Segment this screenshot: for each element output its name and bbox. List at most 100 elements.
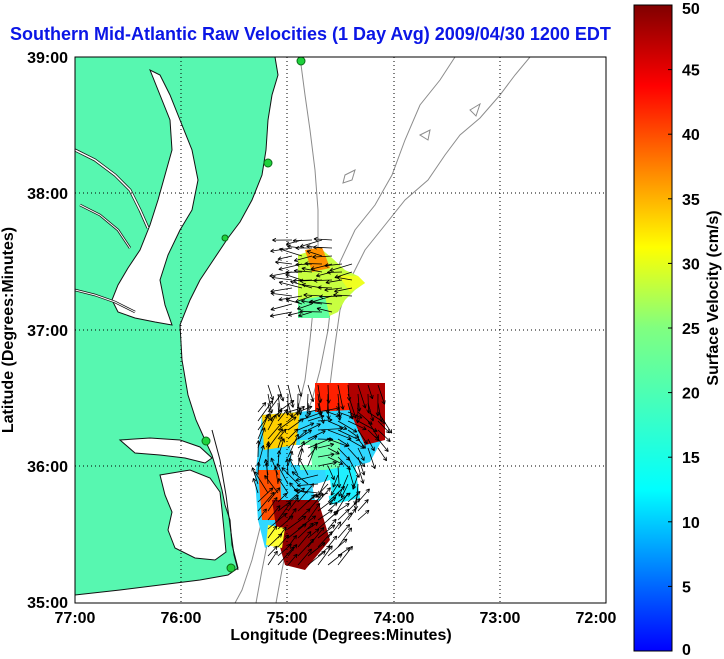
velocity-arrow [267,525,278,539]
velocity-arrow [327,521,342,539]
velocity-arrow [307,423,321,431]
y-tick-label: 38:00 [27,186,68,203]
velocity-arrow [267,423,282,440]
velocity-arrow [317,531,333,548]
velocity-arrow [317,426,344,431]
x-tick-label: 76:00 [161,610,202,627]
velocity-arrow [307,384,315,403]
velocity-arrow [288,457,299,476]
velocity-arrow [327,465,335,481]
velocity-arrow [293,488,319,494]
velocity-arrow [309,299,333,305]
colorbar-tick-label: 20 [682,386,700,403]
velocity-arrow [367,447,376,470]
velocity-arrow [357,509,370,521]
velocity-arrow [287,487,305,503]
velocity-arrow [377,438,389,452]
velocity-arrow [317,442,335,449]
velocity-arrow [275,260,293,265]
map-title: Southern Mid-Atlantic Raw Velocities (1 … [10,24,611,44]
velocity-arrow [306,250,323,257]
velocity-arrow [297,548,312,566]
velocity-arrow [357,384,367,409]
velocity-arrow [313,236,333,242]
velocity-arrow [352,474,359,490]
velocity-arrow [307,526,325,548]
colorbar-tick-label: 45 [682,63,700,80]
velocity-arrow [377,429,391,443]
y-tick-labels: 39:00 38:00 37:00 36:00 35:00 [27,50,68,612]
colorbar-tick-label: 15 [682,450,700,467]
velocity-arrow [357,429,368,445]
velocity-arrow [254,471,269,494]
pamlico-sound [159,469,227,561]
velocity-arrow [317,524,336,539]
velocity-arrow [357,499,369,512]
velocity-arrow [330,483,339,496]
velocity-arrow [277,515,294,530]
velocity-arrow [272,237,293,243]
velocity-arrow [297,508,311,521]
velocity-arrow [347,411,363,419]
velocity-arrow [357,438,366,449]
velocity-arrow [273,466,279,485]
velocity-arrow [312,254,333,260]
velocity-arrow [367,402,375,422]
velocity-arrow [297,405,313,413]
velocity-arrow [281,467,299,485]
velocity-arrow [337,438,350,447]
velocity-arrow [319,294,343,299]
y-tick-label: 35:00 [27,595,68,612]
velocity-arrow [357,411,373,425]
velocity-arrow [297,448,304,467]
velocity-arrow [327,420,348,430]
velocity-arrow [297,538,315,557]
velocity-arrow [357,447,365,461]
velocity-arrow [347,420,367,431]
velocity-arrow [307,437,332,449]
potomac-river-water [75,149,149,229]
velocity-arrow [264,475,279,494]
velocity-arrow [347,491,361,503]
albemarle-sound [118,437,213,464]
velocity-arrow [307,521,319,530]
velocity-arrow [310,263,333,271]
velocity-arrow [285,298,303,305]
velocity-arrow [327,456,344,465]
velocity-arrow [297,483,319,488]
graticule [75,57,606,603]
velocity-arrow [317,285,333,290]
velocity-arrow [298,311,313,318]
velocity-arrow [297,494,316,512]
velocity-arrow [256,461,261,476]
velocity-arrow [337,384,345,410]
velocity-arrow [327,518,337,530]
velocity-arrow [317,511,338,530]
velocity-arrow [289,482,299,494]
y-tick-label: 36:00 [27,459,68,476]
x-tick-labels: 77:00 76:00 75:00 74:00 73:00 72:00 [55,610,617,627]
velocity-arrow [337,523,351,539]
velocity-arrow [290,280,313,289]
velocity-arrow [252,477,259,494]
velocity-arrow [267,505,281,521]
velocity-arrow [287,534,297,548]
velocity-arrow [277,255,293,261]
velocity-arrow [256,440,261,458]
velocity-arrow [287,429,308,449]
velocity-arrow [340,483,349,499]
velocity-arrow [357,465,365,484]
colorbar-tick-label: 35 [682,192,700,209]
colorbar-tick-label: 50 [682,1,700,18]
velocity-arrow [293,255,313,263]
radar-station-marker [263,158,273,168]
velocity-arrow [270,303,293,311]
velocity-arrow [337,411,354,419]
velocity-arrow [277,543,292,557]
velocity-arrow [307,407,321,413]
velocity-arrow [327,447,340,455]
velocity-arrow [334,287,353,294]
velocity-arrow [317,509,333,521]
velocity-arrow [326,270,343,275]
